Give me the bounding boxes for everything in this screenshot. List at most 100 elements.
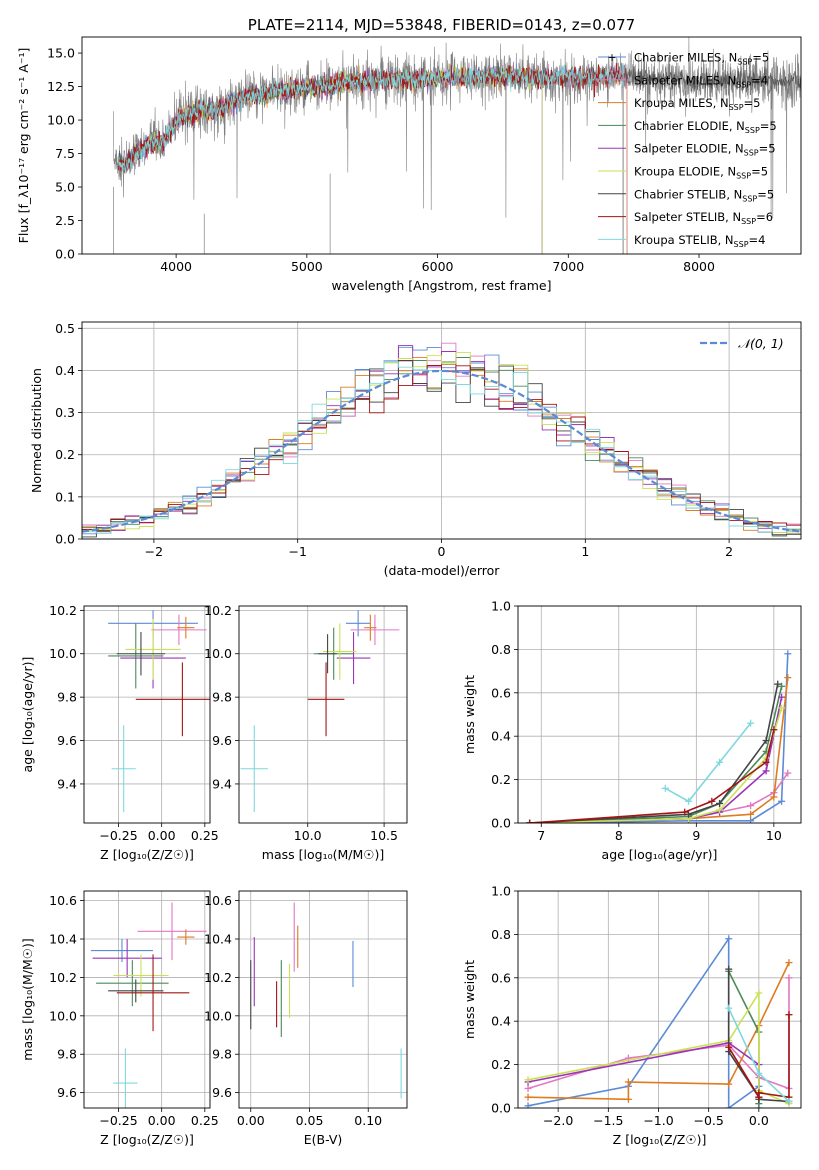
error-point-6 [108, 979, 164, 1003]
y-tick-label: 0.6 [491, 970, 511, 985]
axis-ticks: −0.25 0.00 0.25 9.6 9.8 10.0 10.2 10.4 10.6 [49, 893, 219, 1128]
y-tick-label: 10.0 [49, 1008, 77, 1023]
series-marker [747, 817, 755, 823]
error-point-1 [151, 614, 207, 646]
y-tick-label: 0.0 [55, 247, 75, 262]
series-marker [624, 1078, 632, 1086]
legend-label: Salpeter ELODIE, NSSP=5 [634, 142, 776, 158]
series-line-3 [529, 686, 783, 823]
model-line-8 [118, 63, 624, 254]
legend-n-subscript: SSP [729, 103, 744, 112]
x-tick-label: 0.25 [191, 1113, 219, 1128]
panel-spectrum: 4000 5000 6000 7000 8000 0.0 2.5 5.0 7.5 10.0 12.5… [16, 16, 802, 293]
axis-ticks: 10.0 10.5 9.4 9.6 9.8 10.0 10.2 [204, 603, 398, 843]
error-point-6 [318, 634, 337, 674]
y-tick-label: 10.0 [49, 646, 77, 661]
y-tick-label: 10.6 [49, 893, 77, 908]
x-axis-label: wavelength [Angstrom, rest frame] [331, 278, 551, 293]
series-line-2 [527, 962, 790, 1101]
error-point-7 [135, 662, 210, 737]
legend-n-subscript: SSP [736, 172, 751, 181]
y-tick-label: 0.1 [55, 489, 75, 504]
chart-title: PLATE=2114, MJD=53848, FIBERID=0143, z=0… [248, 16, 635, 34]
legend-n-subscript: SSP [737, 58, 752, 67]
axis-ticks: 0.00 0.05 0.10 9.6 9.8 10.0 10.2 10.4 10.6 [204, 893, 382, 1128]
legend-n-value: =6 [756, 210, 773, 224]
x-axis-label: Z [log₁₀(Z/Z☉)] [100, 847, 194, 862]
legend-n-text: , N [728, 142, 744, 156]
error-point-1 [137, 902, 207, 961]
legend-n-value: =5 [757, 187, 774, 201]
legend-name: Kroupa MILES [634, 96, 713, 110]
series-line-5 [529, 707, 783, 823]
error-point-6 [116, 632, 166, 676]
axes-frame [238, 605, 408, 824]
axes-frame [81, 321, 802, 540]
grid-lines [518, 605, 801, 824]
y-tick-label: 9.6 [212, 733, 232, 748]
x-axis-label: (data-model)/error [384, 563, 501, 578]
x-axis-label: mass [log₁₀(M/M☉)] [262, 847, 384, 862]
y-tick-label: 0.4 [55, 363, 75, 378]
y-axis-label: mass [log₁₀(M/M☉)] [20, 938, 35, 1060]
error-point-7 [307, 662, 345, 737]
y-tick-label: 2.5 [55, 213, 75, 228]
plot-area [113, 37, 801, 254]
series-marker [716, 806, 724, 814]
y-tick-label: 9.4 [212, 776, 232, 791]
plot-area [524, 935, 793, 1108]
y-tick-label: 0.3 [55, 405, 75, 420]
legend-n-subscript: SSP [741, 217, 756, 226]
legend-n-subscript: SSP [745, 126, 760, 135]
x-tick-label: 0.00 [148, 1113, 176, 1128]
legend-name: Salpeter ELODIE [634, 142, 728, 156]
legend-n-subscript: SSP [736, 80, 751, 89]
series-marker [681, 808, 689, 816]
x-tick-label: 5000 [291, 259, 323, 274]
legend-name: Kroupa STELIB [634, 233, 718, 247]
series-marker [755, 1069, 763, 1077]
series-marker [524, 1076, 532, 1084]
y-tick-label: 1.0 [491, 599, 511, 614]
x-tick-label: −2 [145, 544, 163, 559]
series-marker [762, 767, 770, 775]
series-marker [725, 935, 733, 943]
panel-mass_vs_EBV: 0.00 0.05 0.10 9.6 9.8 10.0 10.2 10.4 10.6 E(B-V) [204, 890, 408, 1147]
legend-label: Chabrier STELIB, NSSP=5 [634, 187, 774, 203]
series-marker [762, 758, 770, 766]
series-line-3 [727, 970, 760, 1104]
y-tick-label: 9.8 [212, 690, 232, 705]
y-tick-label: 10.0 [47, 113, 75, 128]
series-marker [785, 974, 793, 982]
legend-n-text: , N [725, 210, 741, 224]
x-tick-label: 0.25 [191, 828, 219, 843]
normal-curve [82, 369, 801, 533]
series-marker [725, 965, 733, 973]
series-marker [785, 1097, 793, 1105]
panel-age_vs_mass: 10.0 10.5 9.4 9.6 9.8 10.0 10.2 mass [log₁₀(M/M… [204, 603, 408, 862]
plot-area [90, 902, 207, 1108]
series-marker [778, 704, 786, 712]
x-tick-label: 10 [766, 828, 782, 843]
y-tick-label: 5.0 [55, 180, 75, 195]
y-tick-label: 0.6 [491, 685, 511, 700]
series-marker [524, 1093, 532, 1101]
legend-name: Salpeter STELIB [634, 210, 725, 224]
legend-n-value: =5 [751, 165, 768, 179]
series-marker [778, 693, 786, 701]
x-tick-label: 4000 [160, 259, 192, 274]
error-point-5 [323, 623, 357, 680]
legend-label: Kroupa ELODIE, NSSP=5 [634, 165, 768, 181]
series-marker [778, 797, 786, 805]
y-tick-label: 0.5 [55, 321, 75, 336]
series-line-4 [529, 696, 783, 823]
series-marker [708, 797, 716, 805]
x-tick-label: 0.0 [749, 1113, 769, 1128]
error-point-5 [125, 619, 181, 680]
y-tick-label: 15.0 [47, 46, 75, 61]
y-tick-label: 10.2 [49, 970, 77, 985]
series-marker [770, 793, 778, 801]
series-marker [716, 758, 724, 766]
grid-lines [239, 606, 407, 823]
error-point-5 [113, 954, 169, 997]
